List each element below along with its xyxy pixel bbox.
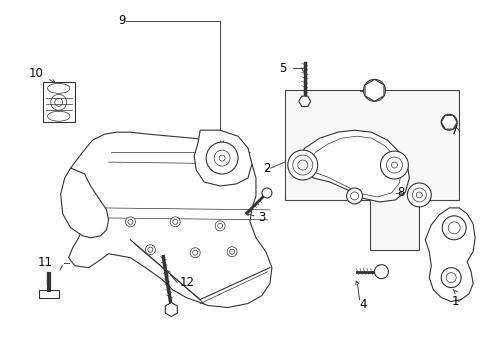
Circle shape	[440, 114, 456, 130]
Circle shape	[411, 188, 426, 202]
Polygon shape	[64, 132, 271, 307]
Circle shape	[215, 221, 224, 231]
Circle shape	[192, 250, 197, 255]
Circle shape	[447, 222, 459, 234]
Text: 2: 2	[263, 162, 270, 175]
Polygon shape	[61, 168, 108, 238]
Circle shape	[292, 155, 312, 175]
Text: 5: 5	[278, 62, 285, 75]
Circle shape	[350, 192, 358, 200]
Text: 8: 8	[397, 186, 404, 199]
Bar	[39, 289, 59, 298]
Circle shape	[190, 248, 200, 258]
Text: 7: 7	[450, 124, 458, 137]
Text: 3: 3	[258, 211, 265, 224]
Circle shape	[374, 265, 387, 279]
Text: 4: 4	[359, 298, 366, 311]
Text: 9: 9	[118, 14, 126, 27]
Polygon shape	[294, 130, 408, 202]
Circle shape	[128, 219, 133, 224]
Circle shape	[145, 245, 155, 255]
Bar	[42, 82, 75, 122]
Circle shape	[346, 188, 362, 204]
Circle shape	[172, 219, 178, 224]
Circle shape	[441, 216, 465, 240]
Circle shape	[262, 188, 271, 198]
Circle shape	[386, 157, 402, 173]
Circle shape	[147, 247, 153, 252]
Circle shape	[229, 249, 234, 254]
Polygon shape	[298, 96, 310, 107]
Circle shape	[51, 94, 66, 110]
Circle shape	[446, 273, 455, 283]
Circle shape	[415, 192, 422, 198]
Circle shape	[170, 217, 180, 227]
Text: 1: 1	[450, 295, 458, 308]
Circle shape	[380, 151, 407, 179]
Circle shape	[226, 247, 237, 257]
Circle shape	[219, 155, 224, 161]
Circle shape	[390, 162, 397, 168]
Circle shape	[214, 150, 229, 166]
Circle shape	[363, 80, 385, 101]
Text: 11: 11	[38, 256, 53, 269]
Polygon shape	[165, 302, 177, 316]
Text: 12: 12	[179, 276, 194, 289]
Circle shape	[125, 217, 135, 227]
Circle shape	[206, 142, 238, 174]
Text: 6: 6	[371, 85, 378, 98]
Circle shape	[440, 268, 460, 288]
Polygon shape	[305, 136, 401, 197]
Text: 10: 10	[29, 67, 43, 80]
Circle shape	[287, 150, 317, 180]
Ellipse shape	[47, 84, 70, 93]
Circle shape	[407, 183, 430, 207]
Circle shape	[217, 223, 222, 228]
Polygon shape	[425, 208, 474, 302]
Polygon shape	[440, 115, 456, 129]
Ellipse shape	[47, 111, 70, 121]
Circle shape	[444, 118, 452, 126]
Polygon shape	[364, 80, 383, 101]
Circle shape	[55, 98, 62, 106]
Polygon shape	[285, 90, 458, 250]
Circle shape	[368, 84, 380, 96]
Polygon shape	[194, 130, 251, 186]
Circle shape	[297, 160, 307, 170]
